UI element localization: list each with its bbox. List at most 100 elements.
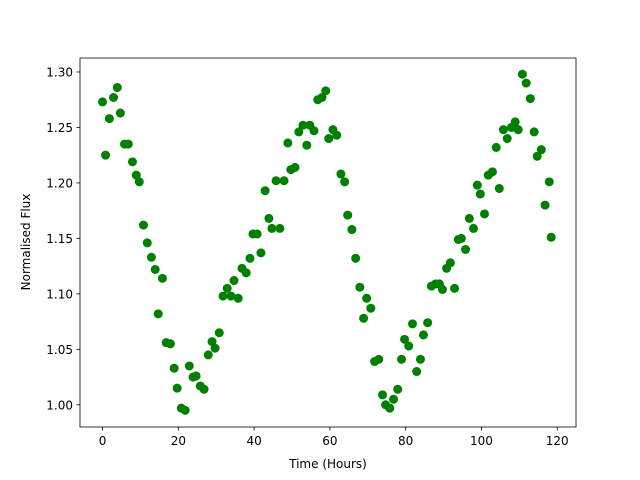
- point: [109, 92, 119, 102]
- point: [218, 291, 228, 301]
- point: [472, 180, 482, 190]
- point: [494, 183, 504, 193]
- point: [298, 120, 308, 130]
- point: [407, 319, 417, 329]
- point: [510, 117, 520, 127]
- point: [544, 177, 554, 187]
- point: [229, 276, 239, 286]
- y-tick-label: 1.25: [46, 121, 73, 135]
- point: [264, 213, 274, 223]
- x-tick-label: 60: [322, 434, 337, 448]
- point: [112, 83, 122, 93]
- point: [309, 126, 319, 136]
- point: [279, 176, 289, 186]
- point: [366, 303, 376, 313]
- point: [172, 383, 182, 393]
- point: [513, 125, 523, 135]
- point: [134, 177, 144, 187]
- point: [536, 145, 546, 155]
- point: [450, 283, 460, 293]
- point: [418, 330, 428, 340]
- point: [245, 253, 255, 263]
- point: [378, 390, 388, 400]
- point: [479, 209, 489, 219]
- y-tick-label: 1.00: [46, 398, 73, 412]
- point: [498, 125, 508, 135]
- point: [415, 354, 425, 364]
- point: [336, 169, 346, 179]
- point: [374, 354, 384, 364]
- y-axis-label: Normalised Flux: [19, 194, 33, 291]
- y-tick-label: 1.30: [46, 65, 73, 79]
- plot-frame: [79, 57, 577, 428]
- point: [199, 384, 209, 394]
- point: [142, 238, 152, 248]
- point: [115, 108, 125, 118]
- point: [256, 248, 266, 258]
- point: [98, 97, 108, 107]
- point: [529, 127, 539, 137]
- point: [146, 252, 156, 262]
- point: [359, 313, 369, 323]
- point: [241, 268, 251, 278]
- point: [214, 328, 224, 338]
- point: [445, 258, 455, 268]
- point: [150, 264, 160, 274]
- point: [340, 177, 350, 187]
- y-tick-label: 1.20: [46, 176, 73, 190]
- point: [469, 223, 479, 233]
- point: [283, 138, 293, 148]
- point: [169, 363, 179, 373]
- point: [475, 189, 485, 199]
- point: [104, 114, 114, 124]
- point: [487, 167, 497, 177]
- point: [355, 282, 365, 292]
- point: [302, 140, 312, 150]
- point: [226, 291, 236, 301]
- point: [464, 213, 474, 223]
- point: [332, 130, 342, 140]
- point: [252, 229, 262, 239]
- point: [546, 232, 556, 242]
- point: [294, 127, 304, 137]
- point: [324, 134, 334, 144]
- x-tick-label: 20: [171, 434, 186, 448]
- point: [123, 139, 133, 149]
- x-tick-label: 120: [546, 434, 569, 448]
- point: [101, 150, 111, 160]
- point: [351, 253, 361, 263]
- point: [525, 94, 535, 104]
- x-tick-label: 40: [246, 434, 261, 448]
- point: [233, 293, 243, 303]
- point: [347, 225, 357, 235]
- point: [517, 69, 527, 79]
- point: [385, 403, 395, 413]
- x-tick-label: 0: [99, 434, 107, 448]
- point: [127, 157, 137, 167]
- y-tick-label: 1.10: [46, 287, 73, 301]
- x-tick-label: 80: [398, 434, 413, 448]
- point: [210, 343, 220, 353]
- point: [203, 350, 213, 360]
- point: [461, 244, 471, 254]
- point: [267, 223, 277, 233]
- point: [165, 339, 175, 349]
- y-tick-label: 1.05: [46, 343, 73, 357]
- point: [412, 367, 422, 377]
- point: [491, 142, 501, 152]
- point: [275, 223, 285, 233]
- point: [321, 86, 331, 96]
- x-tick-label: 100: [470, 434, 493, 448]
- point: [389, 394, 399, 404]
- point: [260, 186, 270, 196]
- point: [271, 176, 281, 186]
- point: [191, 371, 201, 381]
- point: [157, 273, 167, 283]
- point: [393, 384, 403, 394]
- point: [540, 200, 550, 210]
- point: [343, 210, 353, 220]
- point: [138, 220, 148, 230]
- point: [502, 134, 512, 144]
- point: [400, 334, 410, 344]
